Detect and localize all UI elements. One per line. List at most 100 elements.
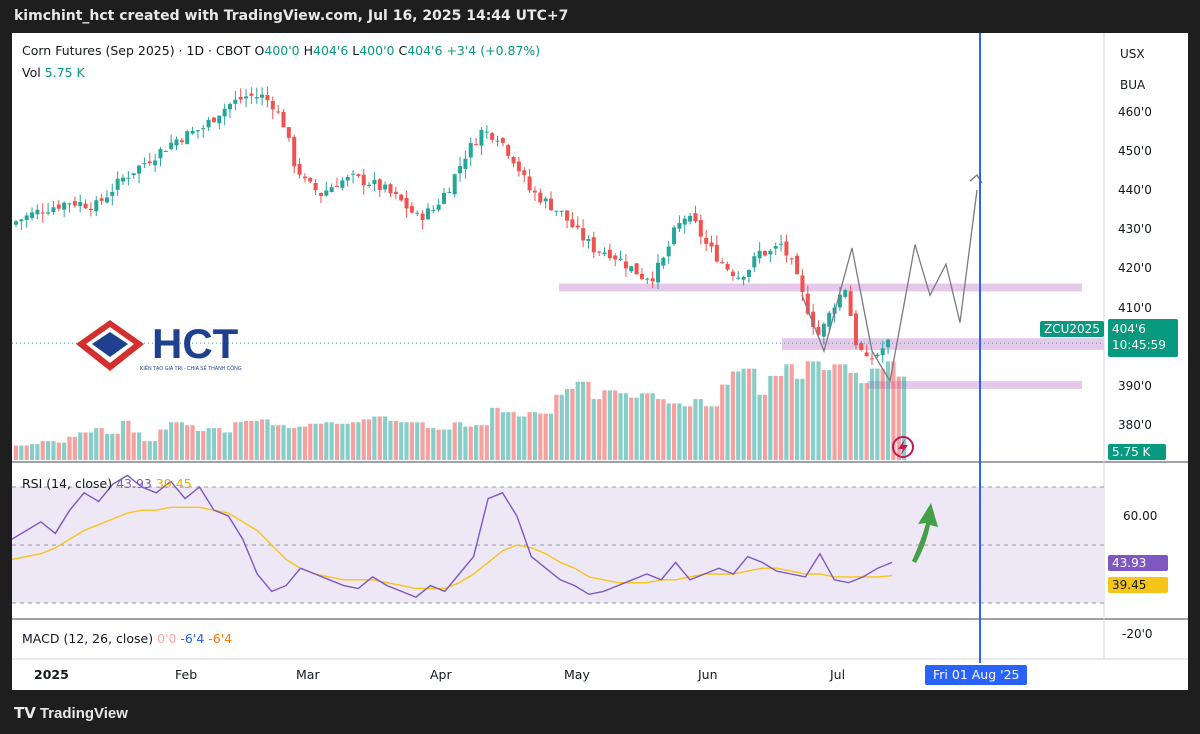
candle-body — [479, 129, 484, 146]
volume-bar — [88, 432, 93, 460]
volume-bar — [195, 431, 200, 460]
symbol-legend[interactable]: Corn Futures (Sep 2025) · 1D · CBOT O400… — [22, 43, 540, 58]
volume-bar — [575, 381, 580, 460]
volume-bar — [169, 422, 174, 460]
volume-bar — [543, 413, 548, 460]
candle-body — [843, 289, 848, 297]
candle-body — [704, 237, 709, 244]
candle-body — [698, 220, 703, 237]
candle-body — [468, 143, 473, 158]
volume-bar — [511, 412, 516, 460]
candle-body — [805, 293, 810, 314]
ohlc-close-label: C — [398, 43, 408, 58]
volume-bar — [885, 361, 891, 460]
last-price: 404'6 — [1112, 322, 1146, 336]
volume-bar — [243, 420, 249, 460]
volume-bar — [201, 431, 206, 460]
candle-body — [746, 270, 751, 277]
candle-body — [795, 255, 800, 275]
candle-body — [709, 242, 714, 247]
volume-bar — [367, 419, 372, 460]
volume-bar — [238, 422, 243, 460]
volume-bar — [714, 406, 719, 460]
volume-bar — [29, 444, 35, 460]
candle-body — [420, 213, 425, 220]
candle-body — [607, 249, 612, 259]
candle-body — [452, 174, 457, 195]
volume-bar — [206, 428, 211, 460]
volume-bar — [474, 425, 479, 460]
candle-body — [313, 182, 318, 191]
volume-bar — [704, 406, 709, 460]
volume-bar — [896, 376, 901, 460]
candle-body — [308, 177, 313, 182]
chart-panel[interactable]: HCT KIẾN TẠO GIÁ TRỊ - CHIA SẺ THÀNH CÔNG… — [12, 33, 1188, 690]
volume-bar — [864, 383, 869, 460]
volume-bar — [334, 423, 340, 460]
candle-body — [474, 144, 479, 146]
candle-body — [436, 204, 441, 210]
volume-bar — [361, 419, 366, 460]
candle-body — [190, 130, 195, 134]
volume-bar — [479, 425, 484, 460]
volume-bar — [147, 441, 152, 460]
tradingview-logo[interactable]: 𝗧𝗩 TradingView — [14, 704, 128, 722]
macd-legend[interactable]: MACD (12, 26, close) 0'0 -6'4 -6'4 — [22, 631, 232, 646]
volume-bar — [725, 384, 730, 460]
volume-bar — [163, 429, 168, 460]
volume-bar — [661, 399, 666, 460]
candle-body — [131, 173, 136, 176]
candle-body — [147, 161, 152, 164]
volume-bar — [318, 423, 324, 460]
volume-bar — [527, 412, 532, 460]
candle-body — [340, 180, 345, 188]
candle-body — [83, 203, 88, 209]
volume-bar — [484, 425, 489, 460]
volume-bar — [126, 420, 131, 460]
candle-body — [730, 271, 735, 277]
macd-hist: 0'0 — [157, 631, 177, 646]
volume-bar — [190, 425, 195, 460]
alert-icon-bolt — [898, 439, 908, 456]
volume-bar — [83, 432, 88, 460]
volume-bar — [821, 370, 826, 460]
currency-usx[interactable]: USX — [1120, 47, 1145, 61]
candle-body — [586, 239, 591, 241]
rsi-ma-tag: 39.45 — [1108, 577, 1168, 593]
cursor-date-tag: Fri 01 Aug '25 — [925, 665, 1028, 685]
x-label-jun: Jun — [698, 667, 718, 682]
volume-bar — [832, 364, 837, 460]
volume-bar — [693, 399, 698, 460]
volume-bar — [516, 416, 521, 460]
price-tick: 460'0 — [1118, 105, 1152, 119]
volume-bar — [827, 370, 832, 460]
candle-body — [72, 201, 77, 206]
volume-bar — [431, 428, 436, 460]
volume-bar — [902, 376, 907, 460]
volume-bar — [308, 423, 313, 460]
candle-body — [848, 291, 853, 316]
candle-body — [94, 200, 99, 212]
hct-logo-tagline: KIẾN TẠO GIÁ TRỊ - CHIA SẺ THÀNH CÔNG — [140, 365, 242, 372]
candle-body — [399, 194, 404, 201]
ohlc-high: 404'6 — [313, 43, 349, 58]
rsi-legend[interactable]: RSI (14, close) 43.93 39.45 — [22, 476, 192, 491]
candle-body — [329, 187, 334, 193]
candle-body — [827, 312, 832, 327]
candle-body — [741, 276, 746, 280]
hct-logo-text: HCT — [152, 320, 239, 367]
volume-bar — [746, 368, 752, 460]
volume-bar — [623, 393, 628, 460]
volume-bar — [110, 433, 115, 460]
currency-bua[interactable]: BUA — [1120, 78, 1146, 92]
volume-bar — [399, 422, 404, 460]
rsi-tick: 60.00 — [1123, 509, 1158, 523]
rsi-ma-line — [12, 506, 893, 590]
candle-body — [409, 206, 414, 213]
volume-bar — [350, 422, 356, 460]
volume-legend[interactable]: Vol 5.75 K — [22, 65, 85, 80]
candle-body — [56, 204, 61, 209]
volume-bar — [340, 423, 345, 460]
candle-body — [618, 258, 623, 260]
